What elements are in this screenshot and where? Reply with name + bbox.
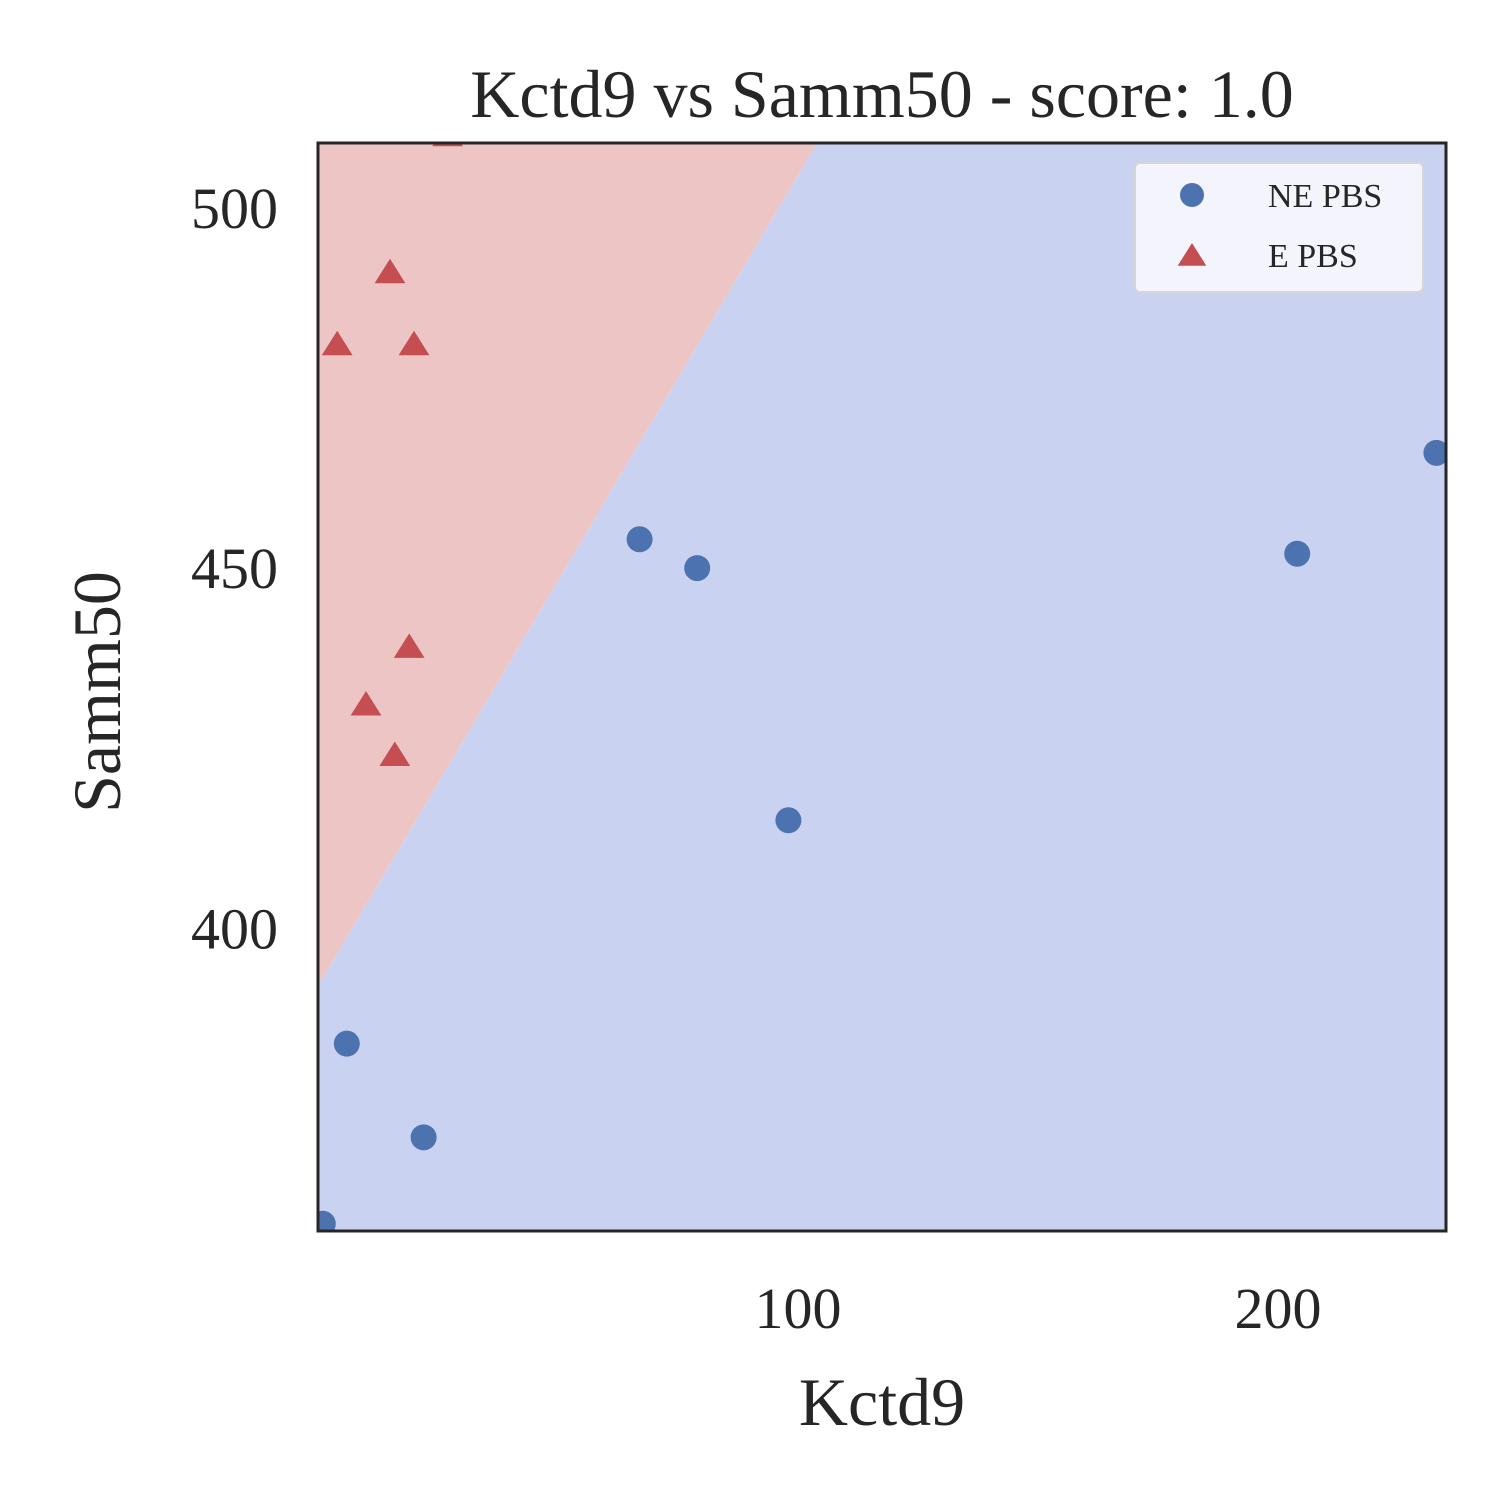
point-ne-pbs bbox=[1423, 439, 1446, 466]
point-ne-pbs bbox=[318, 1210, 336, 1231]
y-tick-label: 450 bbox=[191, 536, 278, 601]
point-ne-pbs bbox=[775, 807, 802, 834]
point-e-pbs bbox=[374, 258, 406, 284]
point-e-pbs bbox=[350, 691, 382, 716]
decision-region-e-pbs bbox=[318, 143, 818, 987]
point-e-pbs bbox=[398, 330, 430, 356]
point-e-pbs bbox=[321, 330, 353, 356]
y-axis-label: Samm50 bbox=[59, 571, 135, 813]
legend-marker-ne-pbs bbox=[1180, 183, 1204, 207]
point-ne-pbs bbox=[1284, 540, 1311, 567]
point-ne-pbs bbox=[333, 1030, 360, 1057]
point-e-pbs bbox=[393, 633, 425, 658]
legend-label-ne-pbs: NE PBS bbox=[1268, 178, 1382, 215]
decision-region-ne-pbs bbox=[318, 143, 1446, 1231]
legend-box bbox=[1134, 162, 1424, 293]
point-ne-pbs bbox=[626, 526, 653, 553]
legend-label-e-pbs: E PBS bbox=[1268, 238, 1358, 275]
point-ne-pbs bbox=[410, 1124, 437, 1151]
point-ne-pbs bbox=[684, 555, 711, 582]
point-e-pbs bbox=[379, 741, 411, 766]
x-tick-label: 200 bbox=[1235, 1276, 1322, 1341]
x-axis-label: Kctd9 bbox=[799, 1364, 965, 1440]
x-tick-label: 100 bbox=[755, 1276, 842, 1341]
chart-title: Kctd9 vs Samm50 - score: 1.0 bbox=[470, 56, 1293, 132]
legend-marker-e-pbs bbox=[1177, 243, 1207, 266]
plot-frame bbox=[316, 141, 1448, 1233]
y-tick-label: 500 bbox=[191, 176, 278, 241]
legend: NE PBS E PBS bbox=[1134, 162, 1424, 293]
y-tick-label: 400 bbox=[191, 896, 278, 961]
